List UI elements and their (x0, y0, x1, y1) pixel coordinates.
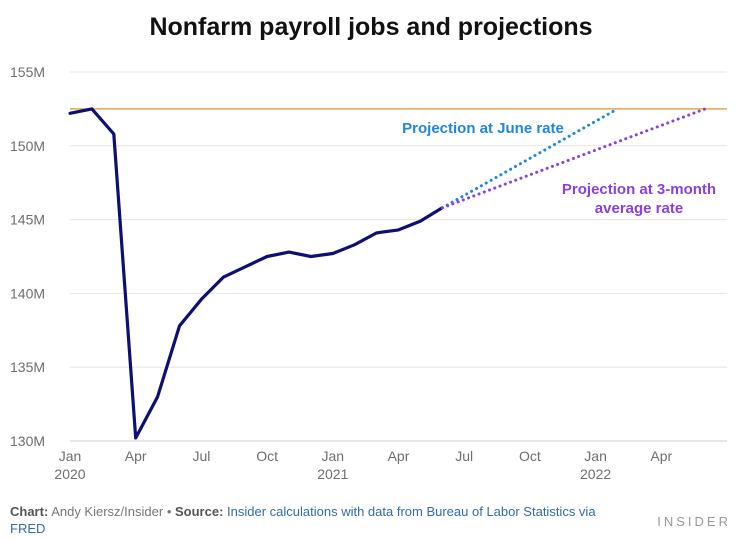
x-tick-label: Jan (584, 448, 607, 464)
x-tick-label: Jul (455, 448, 473, 464)
chart-credit-label: Chart: (10, 504, 49, 519)
chart-footer: Chart: Andy Kiersz/Insider • Source: Ins… (10, 503, 630, 537)
x-tick-year: 2021 (317, 466, 348, 482)
june-rate-projection-line (440, 107, 619, 210)
three-month-projection-line (440, 107, 707, 210)
x-tick-label: Oct (256, 448, 278, 464)
y-tick-label: 140M (10, 285, 45, 301)
x-tick-year: 2020 (54, 466, 85, 482)
chart-author: Andy Kiersz/Insider (51, 504, 164, 519)
x-tick-label: Apr (388, 448, 410, 464)
x-tick-label: Jul (192, 448, 210, 464)
series-lines (68, 107, 707, 440)
source-text[interactable]: Insider calculations with data from Bure… (10, 504, 596, 536)
x-axis-ticks: Jan 2020 Apr Jul Oct Jan 2021 Apr Jul Oct Jan 2022 A… (54, 448, 672, 482)
x-tick-year: 2022 (580, 466, 611, 482)
y-tick-label: 150M (10, 138, 45, 154)
source-label: Source: (175, 504, 224, 519)
annotations: Projection at June rate Projection at 3-m… (402, 120, 716, 217)
chart-title: Nonfarm payroll jobs and projections (149, 13, 592, 41)
y-tick-label: 145M (10, 212, 45, 228)
payroll-jobs-line (68, 107, 444, 440)
footer-bullet: • (166, 504, 172, 519)
three-month-label: Projection at 3-month average rate (562, 181, 716, 217)
chart: Nonfarm payroll jobs and projections 130… (10, 13, 727, 482)
y-axis-ticks: 130M 135M 140M 145M 150M 155M (10, 64, 45, 449)
y-tick-label: 135M (10, 359, 45, 375)
y-tick-label: 130M (10, 433, 45, 449)
insider-logo: INSIDER (657, 514, 731, 529)
x-tick-label: Jan (59, 448, 82, 464)
y-tick-label: 155M (10, 64, 45, 80)
x-tick-label: Oct (519, 448, 541, 464)
june-rate-label: Projection at June rate (402, 120, 564, 137)
gridlines (70, 71, 727, 442)
x-tick-label: Apr (650, 448, 672, 464)
x-tick-label: Apr (125, 448, 147, 464)
x-tick-label: Jan (322, 448, 345, 464)
